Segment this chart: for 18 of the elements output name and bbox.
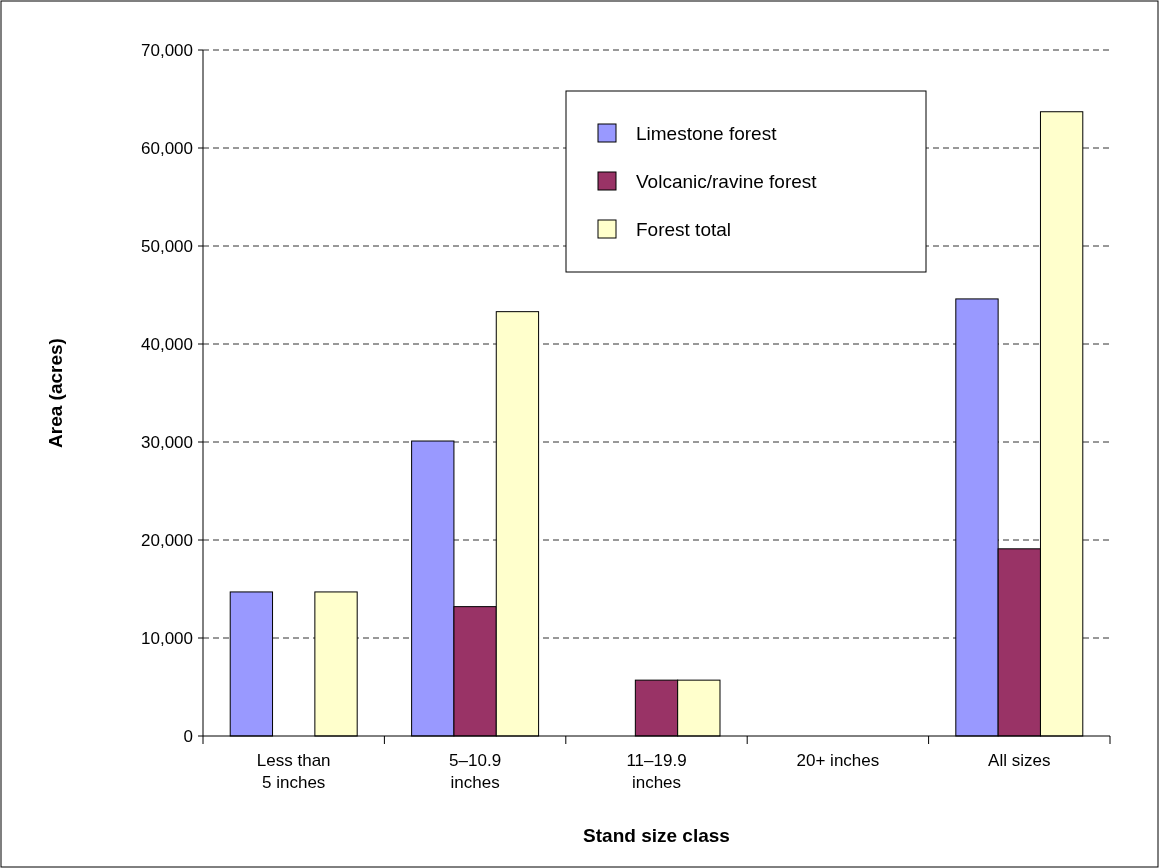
legend-label: Limestone forest — [636, 122, 778, 144]
x-tick-label: 20+ inches — [796, 751, 880, 770]
y-tick-label: 40,000 — [141, 334, 193, 354]
x-tick-label: Less than 5 inches — [256, 751, 331, 792]
x-axis-title: Stand size class — [583, 825, 730, 846]
y-tick-label: 20,000 — [141, 530, 193, 550]
x-tick-label: 5–10.9 inches — [449, 751, 502, 792]
y-tick-label: 0 — [183, 726, 193, 746]
y-tick-label: 10,000 — [141, 628, 193, 648]
y-axis-title: Area (acres) — [45, 338, 66, 448]
x-tick-label: All sizes — [988, 751, 1051, 770]
y-tick-label: 70,000 — [141, 40, 193, 60]
legend-label: Forest total — [636, 218, 732, 240]
legend-label: Volcanic/ravine forest — [636, 170, 818, 192]
y-tick-label: 60,000 — [141, 138, 193, 158]
y-tick-label: 50,000 — [141, 236, 193, 256]
x-tick-label: 11–19.9 inches — [626, 751, 687, 792]
y-tick-label: 30,000 — [141, 432, 193, 452]
